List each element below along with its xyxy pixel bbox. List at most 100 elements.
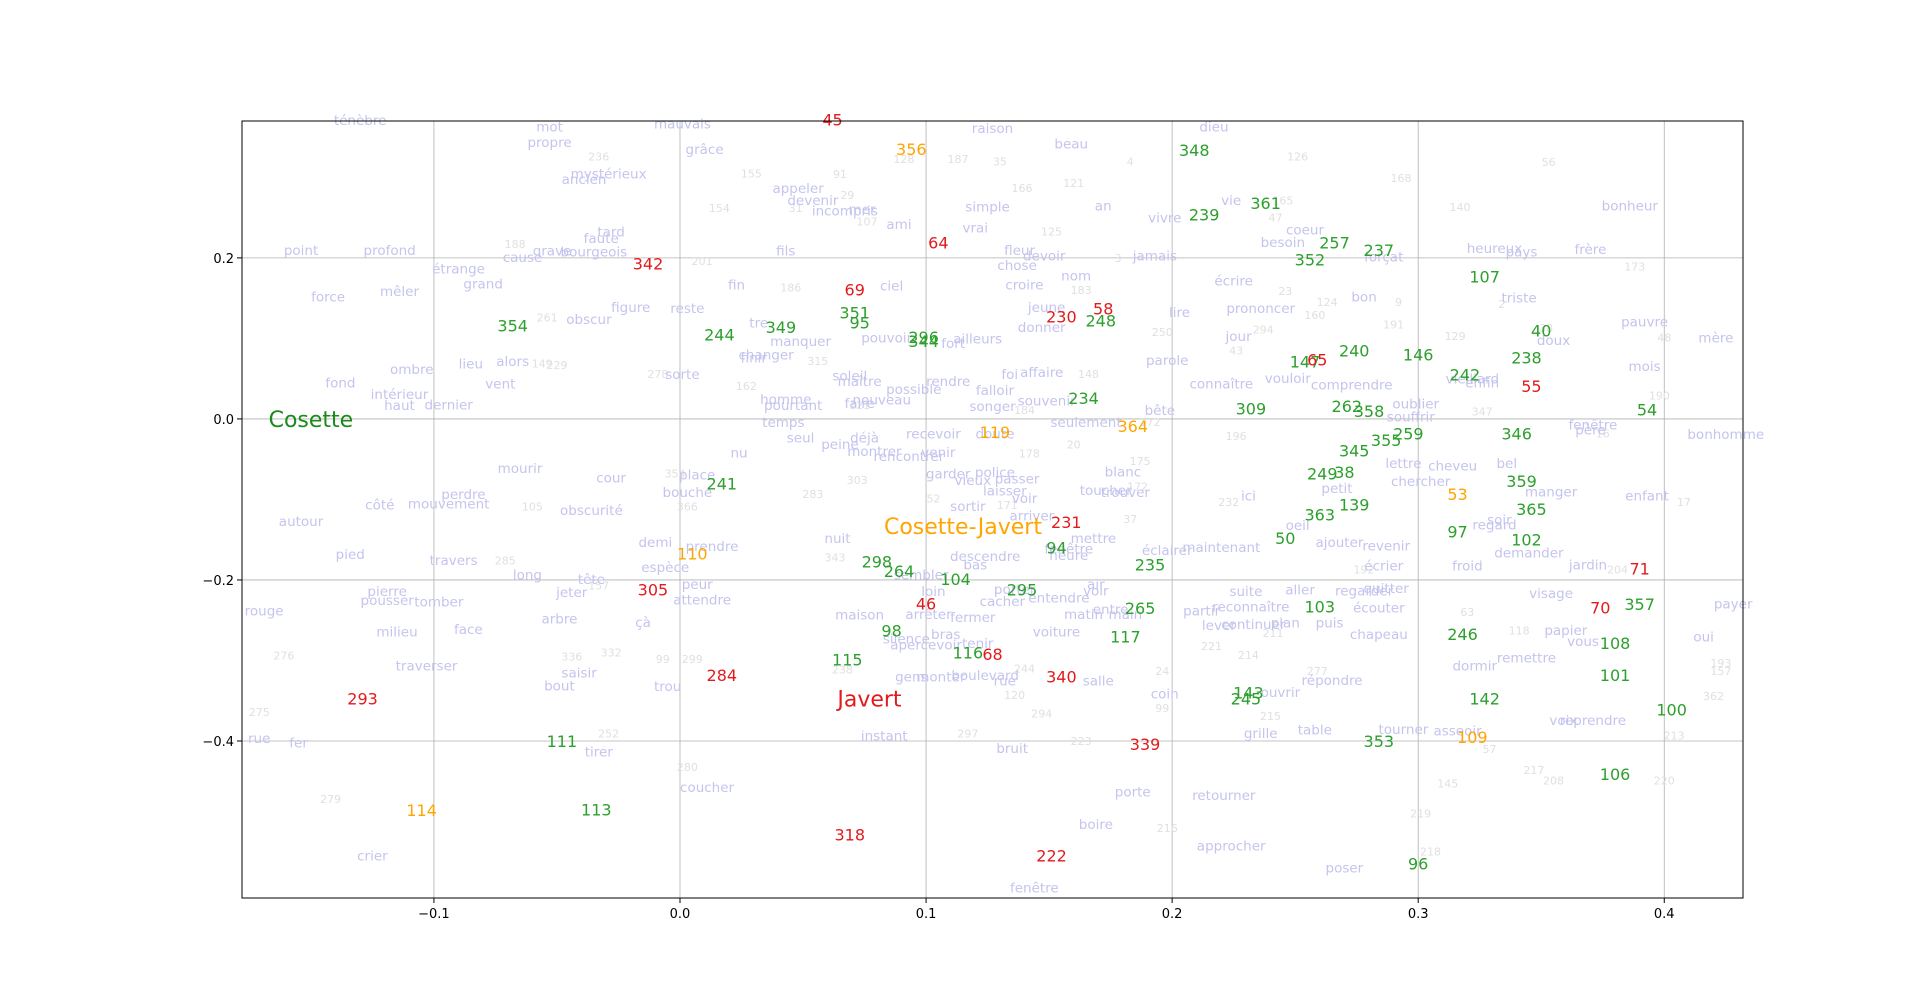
word-label: regarder: [1335, 583, 1394, 599]
word-label: traverser: [396, 658, 458, 674]
word-label: instant: [861, 728, 908, 744]
word-label: trouver: [1101, 485, 1151, 501]
y-tick-label: −0.4: [202, 735, 234, 750]
faint-number-label: 213: [1664, 729, 1685, 742]
word-label: dernier: [425, 397, 474, 413]
word-label: mère: [1698, 331, 1733, 347]
word-label: porte: [1115, 785, 1151, 801]
word-label: voix: [1549, 713, 1577, 729]
point-label-javert: 222: [1036, 846, 1067, 865]
faint-number-label: 229: [546, 359, 567, 372]
word-label: mêler: [380, 284, 420, 300]
word-label: vie: [1221, 193, 1241, 209]
word-label: grille: [1244, 726, 1278, 742]
point-label-javert: 305: [638, 581, 669, 600]
word-label: doute: [975, 426, 1014, 442]
faint-number-label: 250: [1152, 326, 1173, 339]
point-label-cosette: 355: [1371, 431, 1402, 450]
word-label: écrire: [1214, 273, 1253, 289]
faint-number-label: 31: [789, 202, 803, 215]
faint-number-label: 183: [1071, 284, 1092, 297]
faint-number-label: 43: [1229, 344, 1243, 357]
point-label-cosette: 241: [707, 474, 738, 493]
faint-number-label: 244: [1014, 663, 1035, 676]
word-label: ajouter: [1315, 535, 1363, 551]
word-label: pourtant: [764, 398, 822, 414]
x-tick-label: 0.3: [1408, 907, 1429, 922]
x-tick-label: 0.1: [916, 907, 937, 922]
point-label-cosette: 100: [1656, 701, 1687, 720]
word-label: tre: [749, 315, 768, 331]
word-label: boire: [1079, 817, 1113, 833]
point-label-javert: 45: [822, 110, 842, 129]
faint-number-label: 362: [1703, 690, 1724, 703]
point-label-cosette: 139: [1339, 495, 1370, 514]
word-label: garder: [926, 467, 971, 483]
point-label-cosette: 235: [1135, 556, 1166, 575]
faint-number-label: 232: [1218, 496, 1239, 509]
word-label: fleur: [1004, 243, 1035, 259]
y-tick-label: 0.0: [213, 413, 234, 428]
faint-number-label: 190: [1649, 390, 1670, 403]
point-label-cosette: 245: [1231, 689, 1262, 708]
word-label: recevoir: [906, 426, 961, 442]
word-label: bonheur: [1602, 199, 1659, 215]
word-label: écrier: [1364, 558, 1403, 574]
word-label: ici: [1241, 488, 1256, 504]
point-label-javert: 69: [845, 280, 865, 299]
word-label: soir: [1487, 513, 1512, 529]
word-label: revenir: [1362, 538, 1410, 554]
character-label-javert: Javert: [835, 687, 902, 712]
word-label: temps: [762, 415, 804, 431]
word-label: lire: [1169, 305, 1190, 321]
faint-number-label: 178: [1019, 448, 1040, 461]
point-label-cosette: 116: [953, 643, 984, 662]
word-label: dieu: [1199, 120, 1228, 136]
point-label-javert: 68: [982, 645, 1002, 664]
word-label: reste: [670, 301, 704, 317]
faint-number-label: 187: [948, 153, 969, 166]
point-label-cosette: 349: [766, 318, 797, 337]
word-label: croire: [1005, 277, 1043, 293]
point-label-both: 114: [406, 801, 437, 820]
word-label: finir: [741, 351, 768, 367]
word-label: vivre: [1148, 211, 1181, 227]
point-label-javert: 230: [1046, 308, 1077, 327]
faint-number-label: 280: [677, 761, 698, 774]
word-label: bout: [544, 678, 575, 694]
point-label-cosette: 95: [849, 313, 869, 332]
word-label: enfant: [1625, 488, 1669, 504]
point-label-cosette: 295: [1007, 581, 1038, 600]
word-label: appeler: [772, 181, 824, 197]
word-label: peur: [682, 577, 713, 593]
faint-number-label: 201: [692, 255, 713, 268]
faint-number-label: 354: [665, 468, 686, 481]
word-label: demander: [1494, 546, 1564, 562]
faint-number-label: 56: [1542, 156, 1556, 169]
faint-number-label: 192: [1354, 563, 1375, 576]
point-label-both: 119: [980, 423, 1011, 442]
word-label: rue: [248, 731, 270, 747]
faint-number-label: 278: [647, 368, 668, 381]
grid-lines: [242, 121, 1743, 898]
word-label: nouveau: [853, 393, 912, 409]
word-label: intérieur: [371, 387, 429, 403]
faint-number-label: 188: [505, 238, 526, 251]
word-label: maître: [838, 374, 882, 390]
word-label: vous: [1567, 634, 1599, 650]
faint-number-label: 336: [561, 650, 582, 663]
word-label: fin: [728, 277, 745, 293]
word-label: figure: [611, 300, 650, 316]
point-label-cosette: 262: [1332, 397, 1363, 416]
point-label-cosette: 353: [1364, 732, 1395, 751]
faint-number-label: 294: [1253, 324, 1274, 337]
faint-number-label: 219: [1410, 807, 1431, 820]
point-label-cosette: 246: [1447, 625, 1478, 644]
word-label: grâce: [686, 142, 724, 158]
word-label: crier: [357, 848, 388, 864]
word-label: trou: [654, 679, 681, 695]
word-label: rencontrer: [873, 449, 944, 465]
word-label: descendre: [950, 549, 1020, 565]
word-label: tard: [597, 224, 624, 240]
